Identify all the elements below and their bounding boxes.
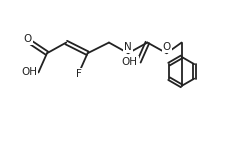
Text: O: O: [24, 34, 32, 44]
Text: OH: OH: [122, 57, 138, 67]
Text: F: F: [76, 69, 82, 79]
Text: N: N: [124, 42, 132, 52]
Text: O: O: [163, 42, 171, 52]
Text: OH: OH: [21, 67, 37, 77]
